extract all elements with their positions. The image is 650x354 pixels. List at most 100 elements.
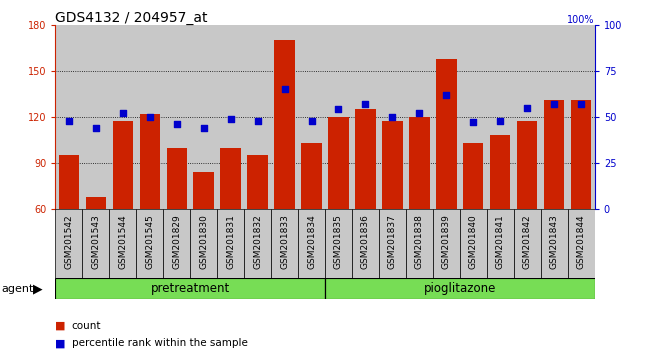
Bar [436,58,456,209]
FancyBboxPatch shape [325,209,352,278]
Text: GSM201829: GSM201829 [172,215,181,269]
Bar [109,25,136,209]
Bar [487,25,514,209]
Bar [166,148,187,209]
Point [172,121,182,127]
Text: GSM201842: GSM201842 [523,215,532,269]
Text: GSM201543: GSM201543 [91,215,100,269]
FancyBboxPatch shape [433,209,460,278]
Text: GSM201544: GSM201544 [118,215,127,269]
Bar [298,25,325,209]
Bar [244,25,271,209]
FancyBboxPatch shape [541,209,568,278]
Text: GSM201542: GSM201542 [64,215,73,269]
Text: GSM201834: GSM201834 [307,215,316,269]
FancyBboxPatch shape [271,209,298,278]
Bar [55,278,325,299]
Point [64,118,74,123]
Point [414,110,424,116]
Point [549,101,560,107]
Text: GSM201833: GSM201833 [280,215,289,269]
Point [306,118,317,123]
Bar [517,121,538,209]
Bar [568,25,595,209]
Bar [190,25,217,209]
Text: 100%: 100% [567,15,595,25]
Bar [328,117,348,209]
Bar [571,100,592,209]
FancyBboxPatch shape [82,209,109,278]
Text: pioglitazone: pioglitazone [424,282,496,295]
Text: pretreatment: pretreatment [151,282,229,295]
Text: GSM201835: GSM201835 [334,215,343,269]
FancyBboxPatch shape [460,209,487,278]
Point [198,125,209,131]
Bar [356,109,376,209]
Text: ▶: ▶ [32,282,42,295]
Text: GSM201836: GSM201836 [361,215,370,269]
Point [495,118,506,123]
Text: count: count [72,321,101,331]
Bar [136,25,163,209]
Bar [82,25,109,209]
Point [441,92,452,98]
Bar [406,25,433,209]
Point [333,107,344,112]
Bar [220,148,240,209]
FancyBboxPatch shape [298,209,325,278]
Point [387,114,398,120]
Point [360,101,370,107]
Bar [112,121,133,209]
Bar [352,25,379,209]
Text: GDS4132 / 204957_at: GDS4132 / 204957_at [55,11,208,25]
FancyBboxPatch shape [379,209,406,278]
Bar [274,40,294,209]
FancyBboxPatch shape [109,209,136,278]
Text: GSM201832: GSM201832 [253,215,262,269]
Text: GSM201545: GSM201545 [145,215,154,269]
Text: ■: ■ [55,321,66,331]
FancyBboxPatch shape [406,209,433,278]
FancyBboxPatch shape [190,209,217,278]
Text: percentile rank within the sample: percentile rank within the sample [72,338,248,348]
Text: GSM201839: GSM201839 [442,215,451,269]
FancyBboxPatch shape [217,209,244,278]
Bar [410,117,430,209]
Bar [58,155,79,209]
Bar [379,25,406,209]
Bar [325,25,352,209]
FancyBboxPatch shape [163,209,190,278]
FancyBboxPatch shape [568,209,595,278]
Bar [433,25,460,209]
Point [226,116,236,121]
Text: GSM201843: GSM201843 [550,215,559,269]
FancyBboxPatch shape [244,209,271,278]
Bar [194,172,214,209]
FancyBboxPatch shape [487,209,514,278]
Text: GSM201841: GSM201841 [496,215,505,269]
Bar [140,114,160,209]
Bar [86,196,106,209]
Text: GSM201840: GSM201840 [469,215,478,269]
FancyBboxPatch shape [352,209,379,278]
Text: GSM201837: GSM201837 [388,215,397,269]
Bar [163,25,190,209]
Bar [544,100,564,209]
Point [468,120,478,125]
Point [280,86,290,92]
Bar [248,155,268,209]
Bar [541,25,568,209]
Bar [302,143,322,209]
Point [576,101,586,107]
Bar [325,278,595,299]
Point [252,118,263,123]
Text: GSM201838: GSM201838 [415,215,424,269]
Bar [271,25,298,209]
FancyBboxPatch shape [514,209,541,278]
Point [144,114,155,120]
Bar [460,25,487,209]
Text: GSM201830: GSM201830 [199,215,208,269]
Text: agent: agent [1,284,34,293]
Bar [55,25,83,209]
Text: GSM201844: GSM201844 [577,215,586,269]
